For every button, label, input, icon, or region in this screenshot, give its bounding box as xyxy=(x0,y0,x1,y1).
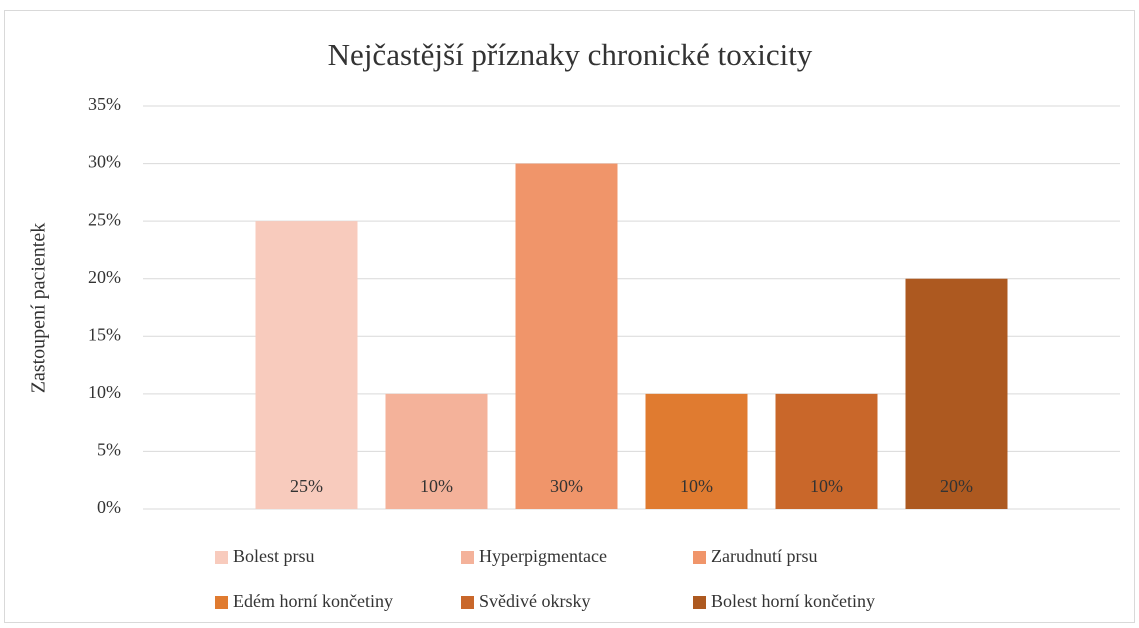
data-label: 25% xyxy=(290,476,323,496)
legend-label: Edém horní končetiny xyxy=(233,591,393,611)
legend-swatch xyxy=(693,596,706,609)
legend-label: Zarudnutí prsu xyxy=(711,546,817,566)
y-tick-label: 5% xyxy=(97,440,121,460)
bar xyxy=(905,278,1008,509)
data-label: 10% xyxy=(420,476,453,496)
legend-swatch xyxy=(461,596,474,609)
y-tick-label: 25% xyxy=(88,209,121,229)
data-label: 20% xyxy=(940,476,973,496)
legend-label: Bolest prsu xyxy=(233,546,315,566)
y-tick-label: 10% xyxy=(88,382,121,402)
bar xyxy=(255,221,358,509)
y-tick-label: 0% xyxy=(97,497,121,517)
legend-swatch xyxy=(461,551,474,564)
bar xyxy=(775,393,878,509)
y-tick-label: 35% xyxy=(88,94,121,114)
legend-label: Bolest horní končetiny xyxy=(711,591,875,611)
bar xyxy=(645,393,748,509)
data-label: 30% xyxy=(550,476,583,496)
bar xyxy=(515,163,618,510)
chart-title: Nejčastější příznaky chronické toxicity xyxy=(328,37,813,72)
y-tick-label: 30% xyxy=(88,152,121,172)
data-label: 10% xyxy=(810,476,843,496)
legend-swatch xyxy=(215,596,228,609)
data-label: 10% xyxy=(680,476,713,496)
legend-swatch xyxy=(215,551,228,564)
legend-swatch xyxy=(693,551,706,564)
y-axis-label: Zastoupení pacientek xyxy=(28,223,50,394)
y-tick-label: 20% xyxy=(88,267,121,287)
y-tick-label: 15% xyxy=(88,324,121,344)
bar xyxy=(385,393,488,509)
legend-label: Svědivé okrsky xyxy=(479,591,591,611)
legend-label: Hyperpigmentace xyxy=(479,546,607,566)
